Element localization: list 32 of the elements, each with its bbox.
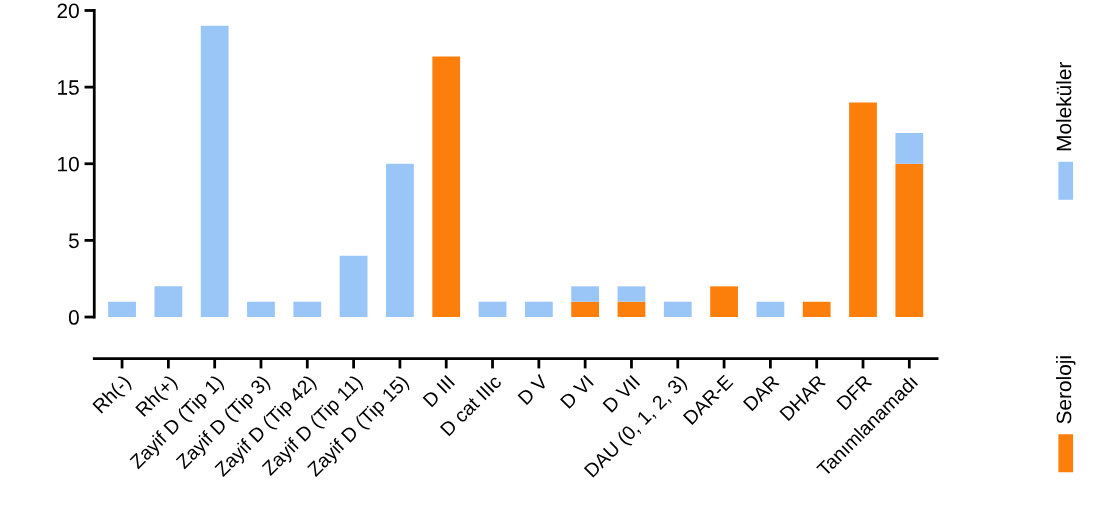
bar (247, 301, 275, 318)
bar (895, 163, 924, 318)
bar (200, 25, 229, 318)
x-tick-label: D V (517, 373, 549, 406)
bar (154, 286, 183, 318)
bar (756, 301, 785, 318)
bar (617, 286, 646, 302)
bar (108, 301, 136, 318)
text: Seroloji (1056, 356, 1076, 424)
bar (802, 301, 831, 318)
x-tick-label: D VI (560, 375, 594, 409)
bar (849, 102, 877, 318)
bar (710, 286, 738, 318)
x-tick-label: D III (422, 375, 455, 408)
y-tick-label: 20 (57, 3, 79, 19)
y-tick-label: 10 (58, 156, 79, 172)
bar (617, 301, 646, 318)
bar (386, 163, 414, 318)
text: Moleküler (1056, 61, 1072, 151)
bar (524, 301, 553, 318)
bar (293, 301, 322, 318)
x-tick-label: D VII (602, 375, 641, 413)
bar (571, 286, 600, 302)
bar (478, 301, 507, 318)
y-tick-label: 15 (58, 80, 79, 95)
bar (339, 255, 368, 318)
bar (571, 301, 600, 318)
y-tick-label: 5 (68, 233, 79, 249)
bar (432, 56, 461, 318)
bar (895, 133, 924, 164)
y-tick-label: 0 (68, 310, 79, 325)
bar (663, 301, 692, 318)
